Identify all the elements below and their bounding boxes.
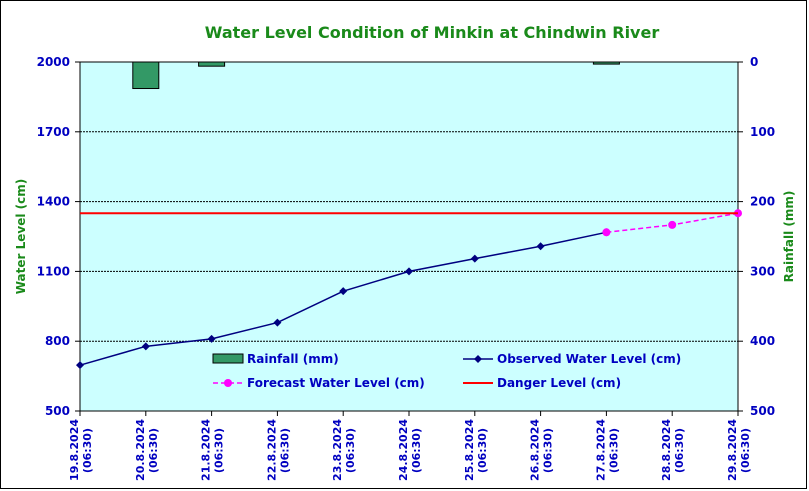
- legend-item: Forecast Water Level (cm): [213, 376, 425, 390]
- x-tick-time: (06:30): [278, 428, 291, 473]
- x-tick-label: 22.8.2024 (06:30): [265, 419, 291, 481]
- x-tick-date: 23.8.2024: [331, 419, 344, 481]
- x-tick-date: 20.8.2024: [134, 419, 147, 481]
- x-tick-label: 21.8.2024 (06:30): [200, 419, 226, 481]
- y-tick-label: 1700: [37, 125, 70, 139]
- y2-tick-label: 0: [750, 55, 758, 69]
- x-tick-time: (06:30): [476, 428, 489, 473]
- y-tick-label: 1400: [37, 195, 70, 209]
- legend-marker: [474, 355, 482, 363]
- y-tick-label: 800: [45, 334, 70, 348]
- x-tick-date: 22.8.2024: [265, 419, 278, 481]
- observed-point: [207, 334, 216, 343]
- legend: Rainfall (mm) Observed Water Level (cm) Fo…: [212, 352, 681, 390]
- x-tick-time: (06:30): [410, 428, 423, 473]
- x-tick-label: 20.8.2024 (06:30): [134, 419, 160, 481]
- y-tick-label: 2000: [37, 55, 70, 69]
- legend-label: Forecast Water Level (cm): [247, 376, 425, 390]
- x-tick-label: 25.8.2024 (06:30): [463, 419, 489, 481]
- x-tick-label: 29.8.2024 (06:30): [726, 419, 752, 481]
- observed-point: [536, 242, 545, 251]
- x-tick-date: 28.8.2024: [660, 419, 673, 481]
- x-tick-time: (06:30): [739, 428, 752, 473]
- y2-axis-label: Rainfall (mm): [782, 191, 796, 283]
- x-tick-label: 19.8.2024 (06:30): [68, 419, 94, 481]
- y2-tick-label: 400: [750, 334, 775, 348]
- x-tick-time: (06:30): [81, 428, 94, 473]
- x-tick-time: (06:30): [607, 428, 620, 473]
- legend-item: Rainfall (mm): [212, 352, 339, 366]
- plot-area: [79, 61, 739, 412]
- observed-point: [339, 287, 348, 296]
- rainfall-bar: [132, 61, 160, 90]
- x-tick-date: 19.8.2024: [68, 419, 81, 481]
- x-tick-date: 27.8.2024: [594, 419, 607, 481]
- legend-marker: [224, 379, 232, 387]
- x-tick-date: 29.8.2024: [726, 419, 739, 481]
- x-tick-label: 26.8.2024 (06:30): [529, 419, 555, 481]
- x-tick-label: 27.8.2024 (06:30): [594, 419, 620, 481]
- observed-point: [76, 361, 84, 370]
- rainfall-bar: [198, 61, 226, 67]
- x-tick-time: (06:30): [147, 428, 160, 473]
- forecast-point: [668, 220, 677, 229]
- legend-label: Danger Level (cm): [497, 376, 621, 390]
- legend-item: Danger Level (cm): [463, 376, 621, 390]
- legend-label: Observed Water Level (cm): [497, 352, 681, 366]
- legend-item: Observed Water Level (cm): [463, 352, 681, 366]
- y2-tick-label: 300: [750, 264, 775, 278]
- x-tick-date: 24.8.2024: [397, 419, 410, 481]
- x-tick-date: 26.8.2024: [529, 419, 542, 481]
- x-tick-time: (06:30): [542, 428, 555, 473]
- x-tick-label: 28.8.2024 (06:30): [660, 419, 686, 481]
- x-tick-date: 25.8.2024: [463, 419, 476, 481]
- observed-point: [470, 254, 479, 263]
- forecast-point: [602, 228, 611, 237]
- x-tick-label: 24.8.2024 (06:30): [397, 419, 423, 481]
- rainfall-bar: [592, 61, 620, 65]
- y2-tick-label: 500: [750, 404, 775, 418]
- observed-point: [405, 267, 413, 276]
- x-tick-time: (06:30): [213, 428, 226, 473]
- x-tick-label: 23.8.2024 (06:30): [331, 419, 357, 481]
- y-axis-label: Water Level (cm): [14, 179, 28, 295]
- observed-point: [141, 342, 150, 351]
- legend-swatch: [212, 353, 244, 364]
- legend-label: Rainfall (mm): [247, 352, 339, 366]
- rainfall-bars: [132, 61, 620, 90]
- y2-tick-label: 200: [750, 195, 775, 209]
- x-tick-time: (06:30): [344, 428, 357, 473]
- observed-point: [273, 318, 282, 327]
- chart-title: Water Level Condition of Minkin at Chind…: [205, 23, 660, 42]
- x-tick-date: 21.8.2024: [200, 419, 213, 481]
- y2-tick-label: 100: [750, 125, 775, 139]
- y-tick-label: 500: [45, 404, 70, 418]
- series-lines: [76, 209, 742, 370]
- x-tick-time: (06:30): [673, 428, 686, 473]
- y-tick-label: 1100: [37, 264, 70, 278]
